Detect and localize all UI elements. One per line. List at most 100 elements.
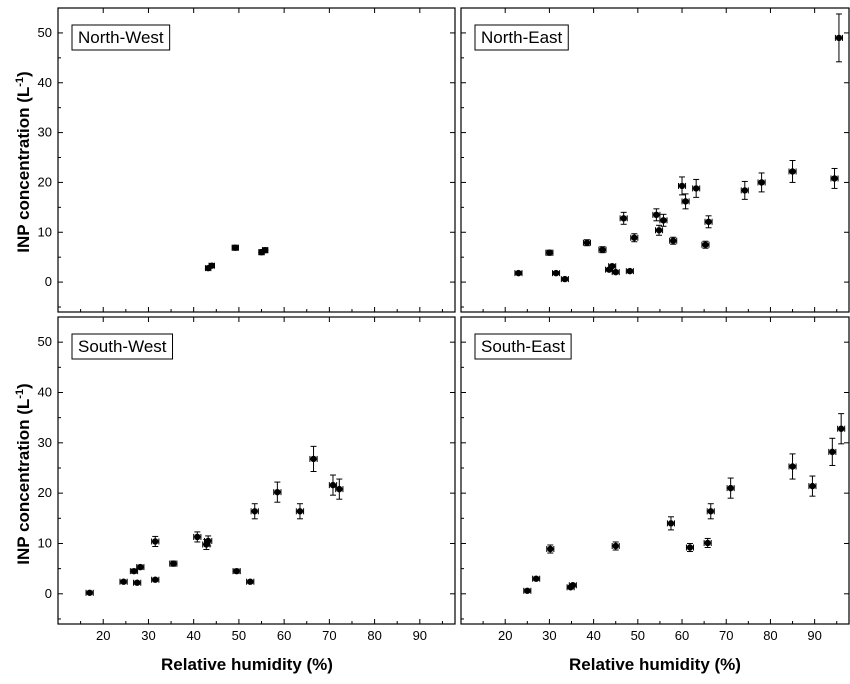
data-marker (835, 34, 843, 42)
data-point (231, 244, 239, 251)
data-point (834, 13, 843, 63)
data-point (250, 503, 259, 520)
y-tick-label: 50 (38, 334, 52, 349)
data-point (136, 563, 145, 571)
data-marker (296, 508, 304, 515)
x-tick-label: 50 (232, 628, 246, 643)
data-point (788, 453, 797, 480)
data-marker (831, 175, 838, 182)
x-tick-label: 50 (631, 628, 645, 643)
panel-title-box (71, 24, 171, 51)
data-marker (612, 268, 619, 276)
data-point (328, 474, 338, 496)
data-marker (547, 545, 554, 553)
data-marker (524, 587, 531, 594)
data-marker (653, 211, 660, 219)
data-marker (130, 567, 138, 575)
data-marker (599, 246, 606, 253)
panel-bottom-left: 20 30 40 50 60 70 80 90 0 10 20 30 40 50 South-West (38, 316, 456, 643)
data-point (659, 213, 668, 227)
data-marker (552, 269, 560, 277)
data-marker (707, 508, 714, 515)
data-point (701, 240, 710, 249)
y-tick-label: 30 (38, 125, 52, 140)
y-tick-label: 40 (38, 384, 52, 399)
y-axis-title-top: INP concentration (L-1) (14, 71, 33, 252)
y-axis-title-bottom: INP concentration (L-1) (14, 383, 33, 564)
x-tick-label: 60 (277, 628, 291, 643)
data-marker (682, 198, 689, 205)
x-tick-label: 20 (498, 628, 512, 643)
data-marker (232, 244, 239, 251)
data-point (598, 246, 607, 254)
data-marker (789, 168, 796, 175)
data-point (625, 267, 634, 275)
data-point (611, 541, 620, 551)
panel-top-left: 0 10 20 30 40 50 North-West (38, 7, 456, 313)
data-point (232, 567, 241, 575)
data-point (119, 578, 128, 585)
y-tick-label: 0 (45, 274, 52, 289)
data-point (685, 542, 695, 553)
data-marker (274, 488, 281, 496)
data-point (652, 208, 661, 222)
data-point (692, 178, 701, 198)
data-marker (608, 262, 616, 270)
data-marker (686, 544, 694, 551)
data-point (523, 587, 532, 594)
data-point (706, 503, 715, 520)
data-point (568, 582, 577, 589)
data-point (788, 159, 797, 183)
data-point (828, 437, 837, 466)
data-point (261, 247, 269, 254)
data-marker (829, 448, 836, 456)
data-marker (137, 563, 144, 571)
data-point (514, 269, 523, 277)
data-point (757, 172, 766, 193)
data-marker (204, 537, 212, 545)
data-point (608, 262, 617, 270)
data-marker (546, 249, 553, 256)
data-point (204, 535, 213, 547)
x-tick-label: 20 (96, 628, 110, 643)
data-point (582, 239, 592, 247)
x-axis-title-left: Relative humidity (%) (161, 655, 333, 674)
data-marker (152, 576, 159, 583)
data-point (246, 578, 255, 585)
data-marker (310, 455, 317, 463)
x-tick-label: 30 (141, 628, 155, 643)
data-marker (233, 567, 240, 575)
data-point (830, 167, 839, 189)
data-marker (667, 520, 675, 527)
data-point (619, 211, 628, 225)
y-tick-label: 10 (38, 224, 52, 239)
data-point (545, 249, 554, 256)
data-point (666, 516, 676, 531)
data-point (193, 531, 202, 543)
data-marker (620, 215, 627, 222)
data-marker (569, 582, 577, 589)
panel-title-box (474, 24, 569, 51)
data-marker (631, 234, 638, 241)
data-marker (251, 508, 258, 515)
data-marker (741, 187, 748, 194)
data-point (309, 445, 318, 473)
data-marker (669, 237, 677, 244)
data-point (208, 262, 215, 269)
x-tick-label: 40 (586, 628, 600, 643)
data-point (808, 475, 817, 497)
data-marker (561, 275, 569, 283)
x-tick-label: 70 (719, 628, 733, 643)
data-point (655, 224, 664, 236)
y-tick-label: 30 (38, 435, 52, 450)
data-marker (809, 482, 816, 490)
data-point (335, 478, 344, 500)
data-marker (655, 227, 663, 234)
data-marker (133, 579, 141, 586)
data-point (611, 268, 620, 276)
data-marker (208, 262, 215, 269)
y-tick-label: 0 (45, 586, 52, 601)
data-marker (612, 542, 619, 550)
panel-frame (460, 316, 850, 625)
